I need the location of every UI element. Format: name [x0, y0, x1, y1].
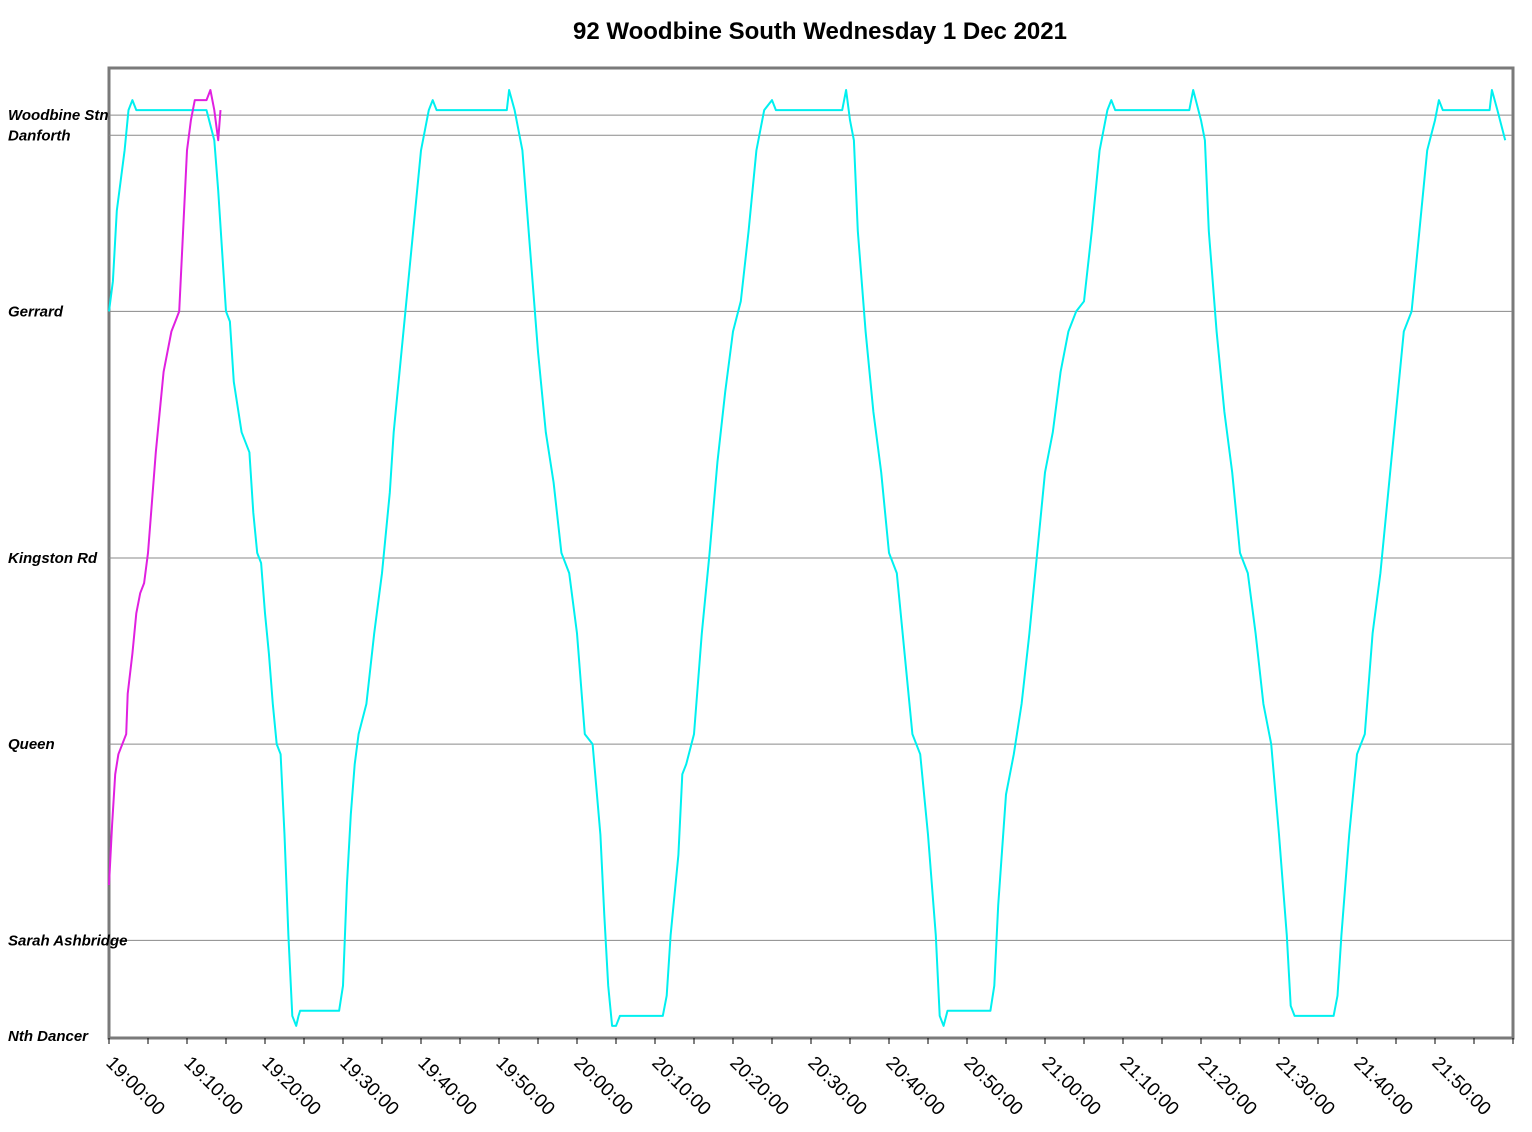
series-line-1	[108, 89, 1507, 1027]
x-tick-label: 21:50:00	[1427, 1053, 1494, 1120]
stop-label: Woodbine Stn	[8, 107, 109, 124]
x-tick-label: 20:30:00	[803, 1053, 870, 1120]
x-tick-label: 21:20:00	[1193, 1053, 1260, 1120]
x-tick-label: 20:20:00	[725, 1053, 792, 1120]
x-tick-label: 21:40:00	[1349, 1053, 1416, 1120]
plot-frame	[107, 66, 1515, 1040]
stop-labels: Woodbine Stn Danforth Gerrard Kingston Rd Qu…	[8, 107, 127, 1045]
stop-label: Gerrard	[8, 303, 64, 320]
x-tick-label: 20:50:00	[959, 1053, 1026, 1120]
x-tick-label: 19:00:00	[101, 1053, 168, 1120]
x-tick-label: 19:20:00	[257, 1053, 324, 1120]
stop-label: Danforth	[8, 127, 71, 144]
x-tick-label: 21:30:00	[1271, 1053, 1338, 1120]
x-tick-label: 19:30:00	[335, 1053, 402, 1120]
stop-label: Kingston Rd	[8, 550, 98, 567]
x-tick-label: 21:10:00	[1115, 1053, 1182, 1120]
x-tick-label: 21:00:00	[1037, 1053, 1104, 1120]
grid-lines	[109, 114, 1512, 941]
stop-label: Sarah Ashbridge	[8, 932, 127, 949]
x-tick-label: 19:50:00	[491, 1053, 558, 1120]
series-lines	[108, 89, 1507, 1027]
stop-label: Queen	[8, 736, 55, 753]
stop-label: Nth Dancer	[8, 1028, 89, 1045]
chart-title: 92 Woodbine South Wednesday 1 Dec 2021	[573, 18, 1067, 45]
x-tick-label: 19:40:00	[413, 1053, 480, 1120]
x-tick-label: 20:00:00	[569, 1053, 636, 1120]
x-ticks: 19:00:00 19:10:00 19:20:00 19:30:00 19:40:00…	[101, 1038, 1514, 1120]
x-tick-label: 20:10:00	[647, 1053, 714, 1120]
x-tick-label: 20:40:00	[881, 1053, 948, 1120]
x-tick-label: 19:10:00	[179, 1053, 246, 1120]
series-line-0	[108, 89, 222, 886]
